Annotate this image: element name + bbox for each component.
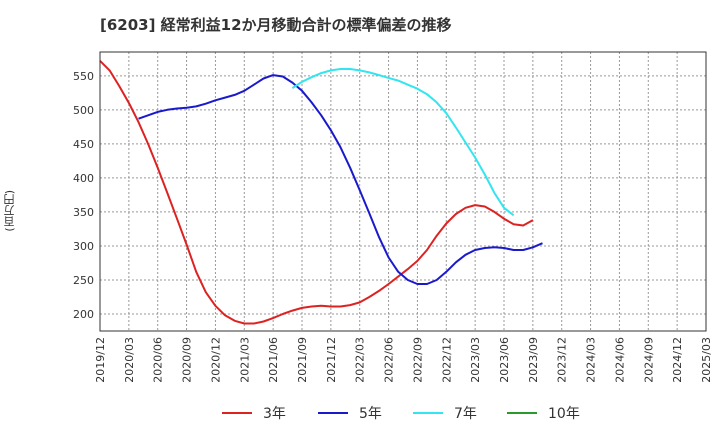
x-tick-label: 2020/06 xyxy=(152,337,165,383)
x-tick-label: 2021/03 xyxy=(238,337,251,383)
legend: 3年 5年 7年 10年 xyxy=(222,406,580,422)
y-tick-label: 400 xyxy=(73,172,94,185)
x-tick-label: 2024/06 xyxy=(613,337,626,383)
x-tick-label: 2025/03 xyxy=(700,337,713,383)
chart-title: [6203] 経常利益12か月移動合計の標準偏差の推移 xyxy=(100,16,452,34)
x-tick-label: 2021/12 xyxy=(325,337,338,383)
x-tick-label: 2023/03 xyxy=(469,337,482,383)
series-line-1 xyxy=(138,74,543,285)
x-tick-label: 2022/06 xyxy=(383,337,396,383)
x-tick-label: 2022/03 xyxy=(354,337,367,383)
y-tick-label: 250 xyxy=(73,274,94,287)
legend-label-1: 5年 xyxy=(359,406,382,422)
legend-label-3: 10年 xyxy=(548,406,580,422)
x-tick-label: 2024/03 xyxy=(585,337,598,383)
y-tick-label: 500 xyxy=(73,104,94,117)
axis-layer: 200 250 300 350 400 450 500 550 2019/12 2020/03 20… xyxy=(73,51,713,383)
series-line-2 xyxy=(291,68,515,217)
series-line-0 xyxy=(99,60,534,325)
legend-label-2: 7年 xyxy=(454,406,477,422)
x-tick-label: 2020/03 xyxy=(123,337,136,383)
x-tick-label: 2020/09 xyxy=(181,337,194,383)
x-tick-label: 2023/12 xyxy=(556,337,569,383)
y-tick-label: 450 xyxy=(73,138,94,151)
x-tick-label: 2024/12 xyxy=(671,337,684,383)
y-tick-label: 350 xyxy=(73,206,94,219)
plot-frame xyxy=(99,51,707,332)
x-tick-label: 2023/06 xyxy=(498,337,511,383)
legend-label-0: 3年 xyxy=(263,406,286,422)
y-tick-label: 300 xyxy=(73,240,94,253)
y-tick-label: 550 xyxy=(73,70,94,83)
grid-layer xyxy=(100,52,706,331)
x-tick-label: 2023/09 xyxy=(527,337,540,383)
x-tick-label: 2022/12 xyxy=(440,337,453,383)
x-tick-label: 2022/09 xyxy=(411,337,424,383)
x-tick-label: 2020/12 xyxy=(209,337,222,383)
x-tick-label: 2021/09 xyxy=(296,337,309,383)
x-tick-label: 2024/09 xyxy=(642,337,655,383)
y-tick-label: 200 xyxy=(73,308,94,321)
series-layer xyxy=(99,60,543,325)
x-tick-label: 2019/12 xyxy=(94,337,107,383)
x-tick-label: 2021/06 xyxy=(267,337,280,383)
